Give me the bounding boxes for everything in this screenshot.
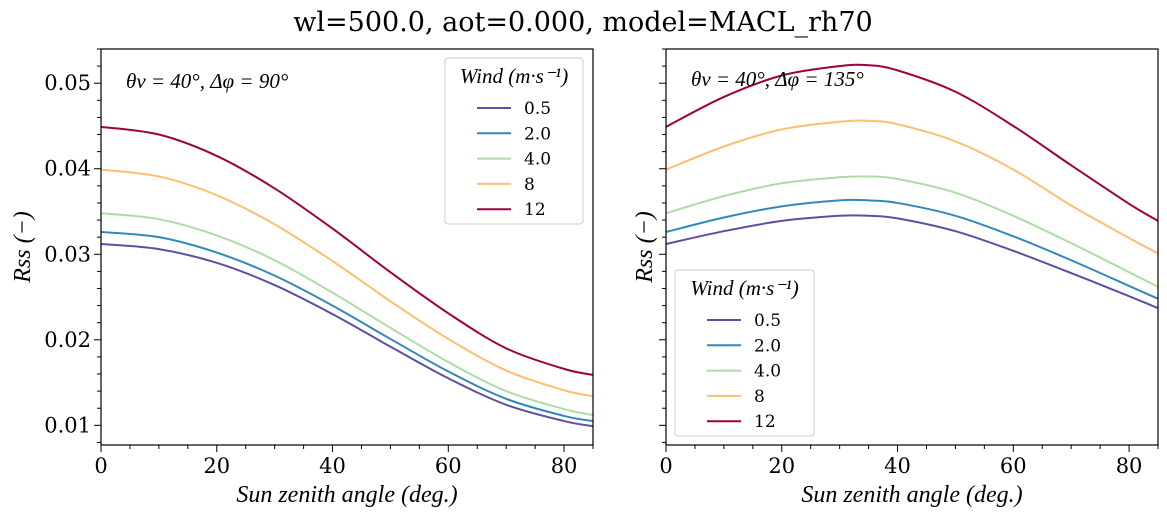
legend-entry-label: 12 (754, 412, 776, 432)
x-tick-label: 0 (659, 454, 672, 478)
series-line-4.0 (101, 212, 593, 417)
legend-entry-label: 4.0 (524, 150, 551, 170)
legend-box (444, 57, 584, 225)
x-tick-label: 60 (435, 454, 462, 478)
legend: Wind (m·s⁻¹) 0.5 2.0 4.0 8 12 (444, 57, 584, 225)
subplot-2: 0 20 40 60 80 Sun zenith angle (deg.) Rss (−) θ… (632, 48, 1159, 508)
x-tick-label: 80 (551, 454, 578, 478)
legend-entry-label: 2.0 (754, 336, 781, 356)
panel-annotation: θv = 40°, Δφ = 90° (126, 69, 289, 93)
series-line-12 (666, 63, 1158, 222)
y-tick-label: 0.05 (44, 71, 91, 95)
series-line-2.0 (101, 231, 593, 423)
x-axis-label: Sun zenith angle (deg.) (801, 482, 1022, 508)
series-line-12 (101, 125, 593, 376)
axes-frame (665, 48, 1159, 446)
legend-entry-label: 4.0 (754, 362, 781, 382)
y-tick-label: 0.03 (44, 242, 91, 266)
x-tick-label: 0 (94, 454, 107, 478)
axes-frame (100, 48, 594, 446)
series-line-0.5 (666, 214, 1158, 310)
legend-entry-label: 0.5 (754, 311, 781, 331)
legend-entry-label: 2.0 (524, 124, 551, 144)
subplot-1: 0 20 40 60 80 0.01 0.02 0.03 0.04 0.05 Sun zenith … (10, 48, 594, 508)
figure-title: wl=500.0, aot=0.000, model=MACL_rh70 (293, 7, 872, 38)
x-tick-label: 40 (884, 454, 911, 478)
x-tick-label: 20 (768, 454, 795, 478)
series-lines (101, 125, 593, 428)
x-tick-label: 20 (203, 454, 230, 478)
y-tick-label: 0.02 (44, 328, 91, 352)
y-axis-label: Rss (−) (10, 211, 36, 284)
legend-entry-label: 0.5 (524, 99, 551, 119)
series-line-0.5 (101, 243, 593, 428)
legend-entry-label: 8 (524, 175, 535, 195)
series-lines (666, 63, 1158, 310)
legend-box (674, 269, 815, 437)
y-tick-label: 0.04 (44, 157, 91, 181)
panel-annotation: θv = 40°, Δφ = 135° (691, 67, 864, 91)
x-tick-label: 40 (319, 454, 346, 478)
legend: Wind (m·s⁻¹) 0.5 2.0 4.0 8 12 (674, 269, 815, 437)
series-line-8 (666, 119, 1158, 255)
series-line-4.0 (666, 175, 1158, 288)
legend-title: Wind (m·s⁻¹) (690, 276, 798, 300)
legend-entry-label: 12 (524, 200, 546, 220)
y-axis-label: Rss (−) (632, 211, 658, 284)
series-line-2.0 (666, 198, 1158, 300)
legend-entry-label: 8 (754, 387, 765, 407)
x-tick-label: 60 (1000, 454, 1027, 478)
x-axis-label: Sun zenith angle (deg.) (236, 482, 457, 508)
x-tick-label: 80 (1116, 454, 1143, 478)
series-line-8 (101, 168, 593, 398)
legend-title: Wind (m·s⁻¹) (460, 64, 568, 88)
y-tick-label: 0.01 (44, 413, 91, 437)
